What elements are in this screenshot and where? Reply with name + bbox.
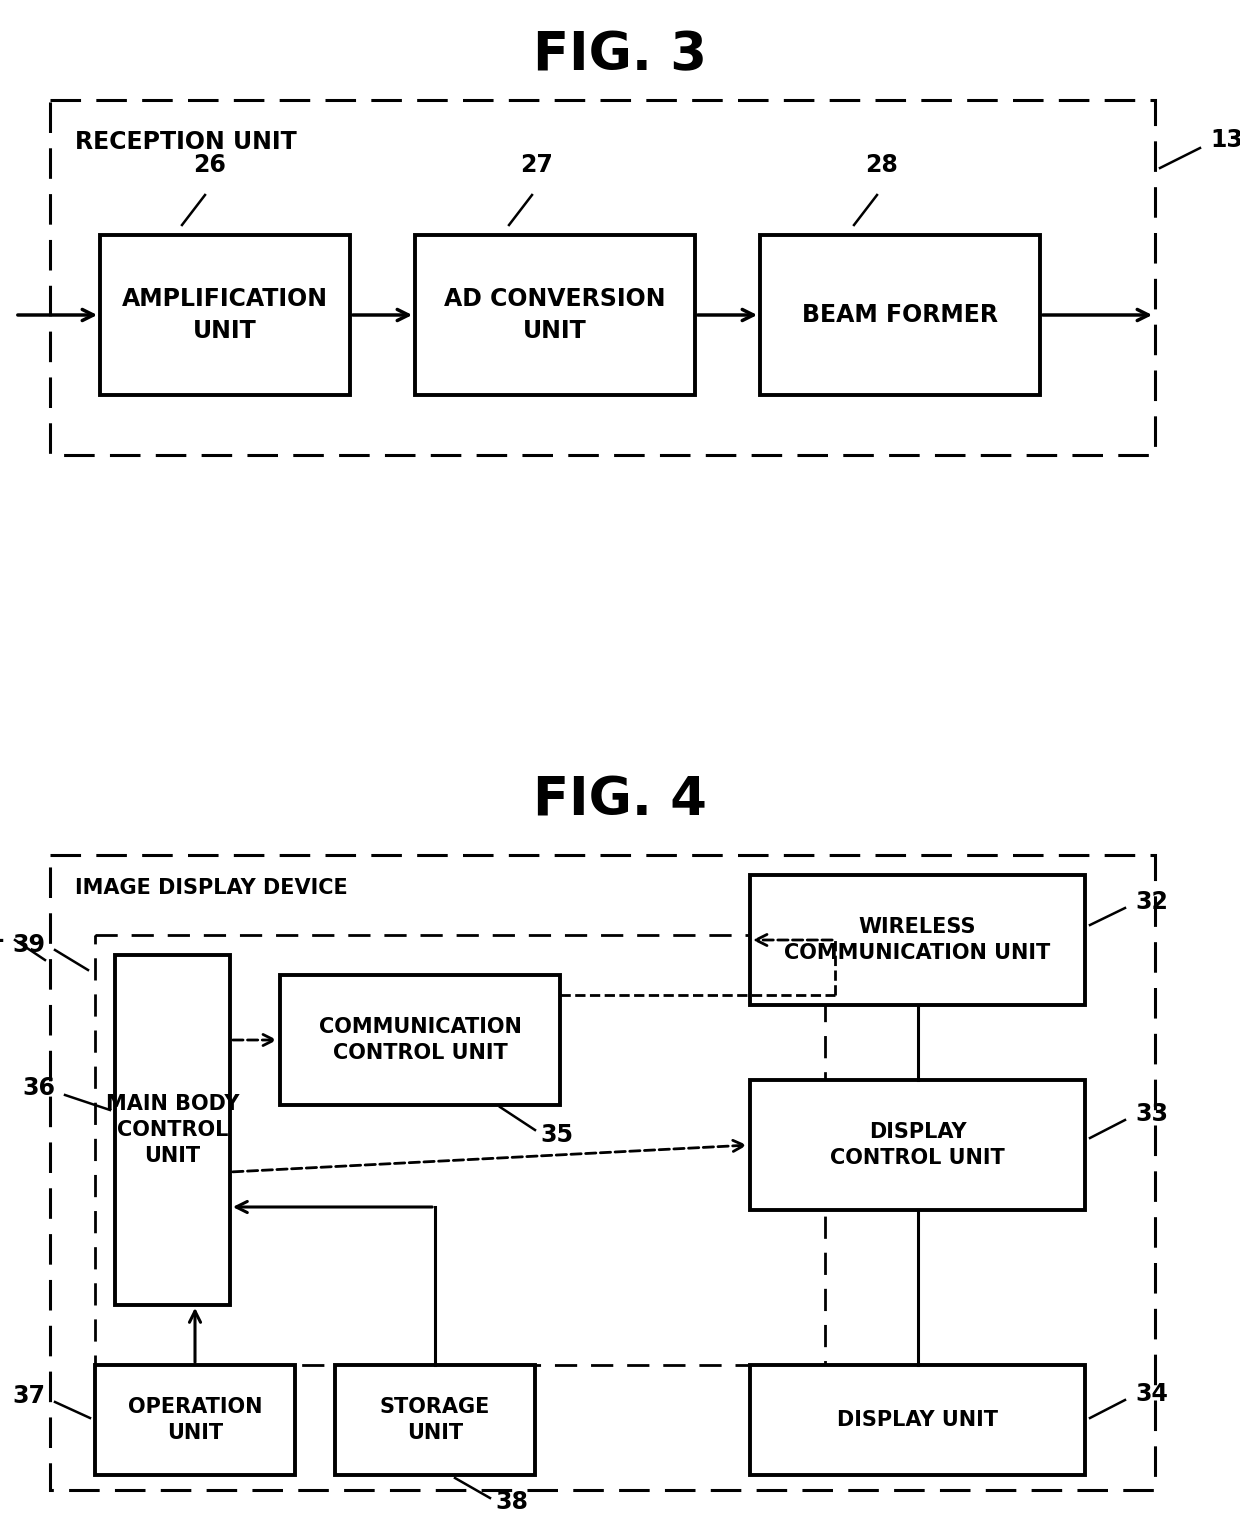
Bar: [95, 1365, 295, 1476]
Text: 36: 36: [22, 1076, 55, 1100]
Text: OPERATION
UNIT: OPERATION UNIT: [128, 1397, 262, 1443]
Text: WIRELESS
COMMUNICATION UNIT: WIRELESS COMMUNICATION UNIT: [785, 916, 1050, 964]
Text: 38: 38: [495, 1489, 528, 1514]
Text: 13: 13: [1210, 128, 1240, 152]
Text: RECEPTION UNIT: RECEPTION UNIT: [74, 131, 296, 154]
Text: 31: 31: [0, 924, 5, 947]
Text: STORAGE
UNIT: STORAGE UNIT: [379, 1397, 490, 1443]
Text: IMAGE DISPLAY DEVICE: IMAGE DISPLAY DEVICE: [74, 878, 347, 898]
Text: 37: 37: [12, 1383, 45, 1408]
Bar: [50, 855, 1154, 1489]
Bar: [335, 1365, 534, 1476]
Text: 32: 32: [1135, 890, 1168, 915]
Text: DISPLAY
CONTROL UNIT: DISPLAY CONTROL UNIT: [830, 1122, 1004, 1168]
Text: DISPLAY UNIT: DISPLAY UNIT: [837, 1409, 998, 1429]
Text: COMMUNICATION
CONTROL UNIT: COMMUNICATION CONTROL UNIT: [319, 1017, 522, 1064]
Bar: [750, 1365, 1085, 1476]
Text: AD CONVERSION
UNIT: AD CONVERSION UNIT: [444, 287, 666, 343]
Text: 26: 26: [193, 154, 227, 177]
Text: AMPLIFICATION
UNIT: AMPLIFICATION UNIT: [122, 287, 329, 343]
Text: FIG. 3: FIG. 3: [533, 29, 707, 81]
Bar: [115, 954, 229, 1305]
Text: 35: 35: [539, 1124, 573, 1147]
Text: BEAM FORMER: BEAM FORMER: [802, 303, 998, 327]
Text: 33: 33: [1135, 1102, 1168, 1127]
Bar: [95, 934, 825, 1365]
Text: 28: 28: [866, 154, 899, 177]
Bar: [280, 974, 560, 1105]
Bar: [415, 235, 694, 395]
Bar: [100, 235, 350, 395]
Text: 34: 34: [1135, 1382, 1168, 1406]
Text: 39: 39: [12, 933, 45, 958]
Bar: [50, 100, 1154, 455]
Text: MAIN BODY
CONTROL
UNIT: MAIN BODY CONTROL UNIT: [105, 1094, 239, 1167]
Bar: [750, 875, 1085, 1005]
Text: 27: 27: [521, 154, 553, 177]
Bar: [760, 235, 1040, 395]
Text: FIG. 4: FIG. 4: [533, 775, 707, 825]
Bar: [750, 1081, 1085, 1210]
